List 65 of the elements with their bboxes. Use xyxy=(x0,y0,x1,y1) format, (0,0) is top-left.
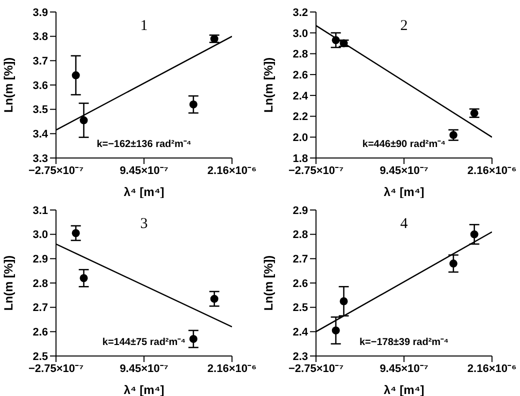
annotation: 4 xyxy=(400,216,408,233)
y-tick-label: 2.0 xyxy=(292,132,308,144)
y-tick-label: 2.9 xyxy=(292,204,308,217)
x-tick-label: −2.75×10⁻⁷ xyxy=(28,164,84,177)
point xyxy=(80,116,88,124)
y-tick-label: 3.3 xyxy=(32,152,48,165)
annotation: 2 xyxy=(400,18,408,35)
x-tick-label: −2.75×10⁻⁷ xyxy=(288,164,344,177)
x-tick-label: −2.75×10⁻⁷ xyxy=(288,362,344,375)
y-tick-label: 3.7 xyxy=(32,56,48,68)
annotation: 3 xyxy=(140,216,148,233)
y-tick-label: 2.4 xyxy=(292,90,309,102)
annotation: k=144±75 rad²m⁻⁴ xyxy=(102,336,186,348)
x-tick-label: −2.75×10⁻⁷ xyxy=(28,362,84,375)
x-tick-label: 9.45×10⁻⁷ xyxy=(380,164,429,177)
y-tick-label: 2.3 xyxy=(292,350,308,363)
x-tick-label: 9.45×10⁻⁷ xyxy=(380,362,429,375)
point xyxy=(332,326,340,334)
point xyxy=(189,100,198,108)
y-tick-label: 3.1 xyxy=(32,204,48,217)
y-tick-label: 1.8 xyxy=(292,152,308,165)
x-tick-label: 2.16×10⁻⁶ xyxy=(207,164,257,177)
y-tick-label: 2.7 xyxy=(292,254,308,266)
point xyxy=(340,297,348,306)
y-tick-label: 2.6 xyxy=(32,326,48,339)
y-tick-label: 3.0 xyxy=(32,229,48,242)
point xyxy=(470,230,478,238)
y-tick-label: 2.4 xyxy=(292,326,309,339)
y-tick-label: 3.0 xyxy=(292,28,308,40)
point xyxy=(72,229,80,238)
y-tick-label: 2.8 xyxy=(32,278,48,290)
y-axis-title: Ln(m [%]) xyxy=(1,255,16,311)
y-tick-label: 2.9 xyxy=(32,254,48,266)
y-tick-label: 3.4 xyxy=(32,128,49,141)
point xyxy=(332,36,340,44)
y-axis-title: Ln(m [%]) xyxy=(1,57,16,113)
y-tick-label: 2.8 xyxy=(292,229,308,242)
point xyxy=(189,334,198,343)
y-tick-label: 2.2 xyxy=(292,111,308,124)
x-tick-label: 2.16×10⁻⁶ xyxy=(467,164,517,177)
y-tick-label: 2.6 xyxy=(292,69,308,82)
y-tick-label: 3.2 xyxy=(292,6,308,19)
point xyxy=(80,274,88,282)
y-tick-label: 3.9 xyxy=(32,6,48,19)
y-tick-label: 3.5 xyxy=(32,104,48,116)
x-tick-label: 2.16×10⁻⁶ xyxy=(207,362,257,375)
x-tick-label: 9.45×10⁻⁷ xyxy=(120,164,169,177)
y-tick-label: 2.5 xyxy=(32,350,48,363)
x-tick-label: 9.45×10⁻⁷ xyxy=(120,362,169,375)
point xyxy=(72,71,80,80)
y-axis-title: Ln(m [%]) xyxy=(261,57,276,113)
y-tick-label: 2.5 xyxy=(292,302,308,314)
annotation: 1 xyxy=(140,18,148,35)
x-tick-label: 2.16×10⁻⁶ xyxy=(467,362,517,375)
y-tick-label: 2.8 xyxy=(292,48,308,61)
y-tick-label: 2.7 xyxy=(32,302,48,314)
y-axis-title: Ln(m [%]) xyxy=(261,255,276,311)
y-tick-label: 3.8 xyxy=(32,31,48,44)
y-tick-label: 2.6 xyxy=(292,278,308,290)
annotation: k=−162±136 rad²m⁻⁴ xyxy=(96,138,192,150)
point xyxy=(210,294,218,303)
annotation: k=−178±39 rad²m⁻⁴ xyxy=(359,336,449,348)
annotation: k=446±90 rad²m⁻⁴ xyxy=(362,138,446,150)
point xyxy=(449,260,458,268)
y-tick-label: 3.6 xyxy=(32,80,48,92)
